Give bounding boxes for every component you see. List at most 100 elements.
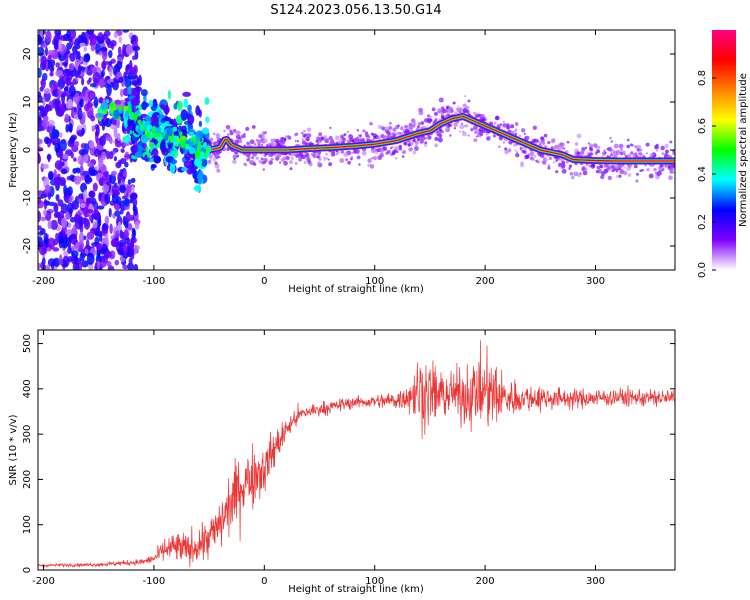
spectrogram-transition-blob: [134, 86, 143, 92]
spectrogram-halo-dot: [618, 143, 624, 149]
spectrogram-halo-dot: [280, 157, 286, 163]
spectrogram-halo-dot: [286, 135, 290, 138]
spectrogram-x-tick-label: 300: [586, 276, 605, 287]
spectrogram-transition-blob: [200, 157, 208, 167]
spectrogram-halo-dot: [664, 143, 669, 149]
spectrogram-noise-blob: [130, 177, 136, 184]
spectrogram-halo-dot: [298, 157, 303, 162]
spectrogram-halo-dot: [446, 109, 451, 114]
snr-y-tick-label: 0: [22, 567, 33, 573]
spectrogram-halo-dot: [442, 108, 447, 114]
spectrogram-halo-dot: [297, 154, 300, 157]
spectrogram-noise-blob: [38, 231, 44, 236]
spectrogram-halo-dot: [239, 140, 243, 144]
spectrogram-halo-dot: [412, 150, 417, 155]
spectrogram-noise-blob: [86, 68, 94, 76]
spectrogram-halo-dot: [437, 137, 443, 143]
spectrogram-halo-dot: [343, 152, 349, 158]
spectrogram-y-tick-label: -20: [22, 238, 33, 254]
spectrogram-transition-blob: [195, 105, 201, 116]
spectrogram-halo-dot: [398, 144, 402, 149]
spectrogram-halo-dot: [574, 142, 579, 146]
spectrogram-halo-dot: [350, 157, 353, 161]
spectrogram-halo-dot: [463, 95, 466, 98]
spectrogram-noise-blob: [99, 47, 108, 52]
spectrogram-halo-dot: [453, 122, 458, 127]
spectrogram-halo-dot: [637, 144, 642, 150]
spectrogram-noise-blob: [114, 259, 120, 266]
spectrogram-halo-dot: [455, 107, 459, 111]
spectrogram-halo-dot: [622, 150, 626, 154]
spectrogram-noise-blob: [39, 30, 44, 39]
spectrogram-noise-blob: [44, 237, 50, 248]
spectrogram-noise-blob: [98, 157, 104, 168]
spectrogram-halo-dot: [645, 152, 648, 155]
spectrogram-halo-dot: [260, 157, 264, 161]
spectrogram-halo-dot: [381, 126, 385, 131]
spectrogram-noise-blob: [115, 196, 122, 205]
spectrogram-halo-dot: [400, 127, 404, 131]
spectrogram-halo-dot: [235, 130, 241, 136]
spectrogram-halo-dot: [369, 164, 375, 169]
spectrogram-halo-dot: [607, 175, 612, 181]
spectrogram-noise-blob: [60, 168, 68, 175]
spectrogram-halo-dot: [209, 137, 214, 142]
spectrogram-noise-blob: [53, 212, 59, 218]
spectrogram-halo-dot: [615, 149, 621, 155]
spectrogram-halo-dot: [232, 159, 237, 165]
spectrogram-halo-dot: [289, 167, 293, 171]
spectrogram-halo-dot: [412, 138, 416, 143]
spectrogram-halo-dot: [448, 106, 453, 111]
spectrogram-halo-dot: [423, 118, 429, 123]
spectrogram-noise-blob: [50, 219, 58, 230]
spectrogram-halo-dot: [266, 143, 272, 148]
spectrogram-halo-dot: [522, 150, 527, 154]
spectrogram-noise-blob: [90, 33, 97, 46]
spectrogram-halo-dot: [401, 155, 405, 158]
spectrogram-halo-dot: [388, 125, 393, 131]
spectrogram-transition-blob: [198, 120, 203, 127]
spectrogram-halo-dot: [519, 146, 523, 150]
spectrogram-transition-blob: [188, 131, 195, 137]
spectrogram-noise-blob: [130, 239, 135, 250]
spectrogram-halo-dot: [216, 151, 221, 156]
spectrogram-noise-blob: [130, 250, 135, 260]
spectrogram-noise-blob: [131, 80, 139, 86]
snr-x-axis-label: Height of straight line (km): [288, 584, 424, 595]
spectrogram-halo-dot: [279, 140, 285, 145]
spectrogram-halo-dot: [434, 111, 438, 116]
spectrogram-halo-dot: [514, 149, 517, 152]
spectrogram-halo-dot: [568, 166, 571, 169]
spectrogram-noise-blob: [44, 46, 49, 57]
spectrogram-ridge-blob: [160, 125, 165, 134]
spectrogram-noise-blob: [38, 35, 43, 45]
spectrogram-noise-blob: [117, 132, 121, 142]
spectrogram-halo-dot: [588, 164, 591, 167]
spectrogram-halo-dot: [409, 147, 413, 151]
spectrogram-noise-blob: [61, 61, 68, 66]
spectrogram-ridge-blob: [205, 147, 209, 153]
spectrogram-halo-dot: [377, 136, 381, 140]
spectrogram-halo-dot: [381, 135, 385, 139]
spectrogram-halo-dot: [253, 143, 257, 146]
spectrogram-halo-dot: [653, 167, 657, 172]
spectrogram-halo-dot: [257, 143, 261, 147]
spectrogram-noise-blob: [38, 152, 41, 164]
spectrogram-noise-blob: [77, 155, 85, 166]
spectrogram-halo-dot: [622, 170, 628, 176]
spectrogram-halo-dot: [252, 162, 257, 166]
spectrogram-halo-dot: [563, 147, 566, 150]
spectrogram-ridge-blob: [190, 140, 194, 148]
spectrogram-halo-dot: [243, 135, 246, 138]
spectrogram-halo-dot: [553, 144, 559, 150]
spectrogram-halo-dot: [264, 131, 267, 134]
spectrogram-halo-dot: [663, 163, 668, 168]
spectrogram-halo-dot: [467, 99, 471, 103]
spectrogram-noise-blob: [61, 241, 68, 249]
spectrogram-ridge-blob: [184, 140, 192, 145]
spectrogram-halo-dot: [394, 145, 400, 151]
spectrogram-ridge-blob: [97, 112, 104, 118]
spectrogram-halo-dot: [659, 165, 662, 169]
spectrogram-noise-blob: [38, 244, 46, 249]
spectrogram-halo-dot: [620, 148, 624, 152]
